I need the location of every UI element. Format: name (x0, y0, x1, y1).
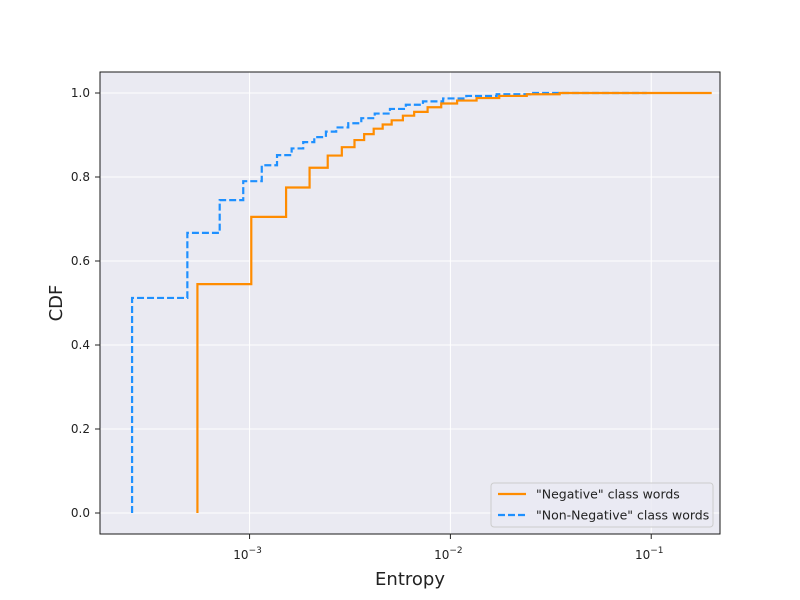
y-tick-label: 0.2 (71, 422, 90, 436)
series-non-negative-line (130, 91, 647, 513)
x-tick-label: 10−2 (434, 546, 463, 562)
x-axis-label: Entropy (375, 569, 445, 590)
x-axis-ticks: 10−3 10−2 10−1 (233, 534, 664, 562)
y-tick-label: 0.8 (71, 170, 90, 184)
plot-area (100, 72, 720, 534)
legend-box (490, 482, 714, 528)
y-axis-ticks: 0.0 0.2 0.4 0.6 0.8 1.0 (71, 86, 100, 520)
series-negative-line (196, 91, 712, 513)
y-axis-label: CDF (46, 285, 67, 322)
y-tick-label: 0.6 (71, 254, 90, 268)
legend-label-non-negative: "Non-Negative" class words (536, 508, 709, 523)
grid-lines (100, 72, 720, 534)
legend-label-negative: "Negative" class words (536, 487, 680, 502)
legend: "Negative" class words "Non-Negative" cl… (490, 482, 714, 528)
y-tick-label: 0.4 (71, 338, 90, 352)
y-tick-label: 1.0 (71, 86, 90, 100)
x-tick-label: 10−3 (233, 546, 262, 562)
y-tick-label: 0.0 (71, 506, 90, 520)
plot-frame (99, 71, 721, 535)
x-tick-label: 10−1 (635, 546, 664, 562)
series-layer (130, 91, 712, 513)
